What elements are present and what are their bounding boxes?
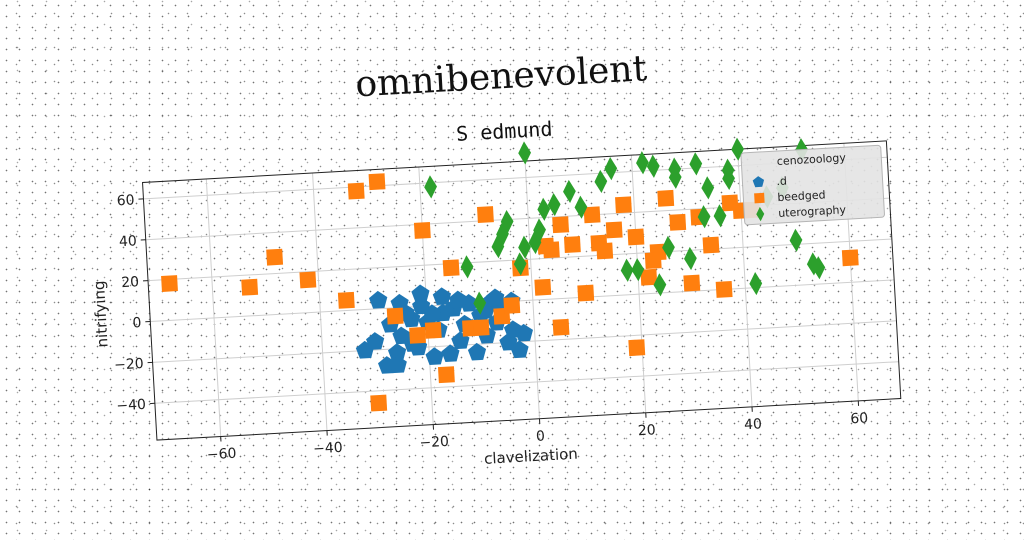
y-tick-label: 0 bbox=[132, 315, 142, 331]
series-1 bbox=[352, 278, 534, 375]
data-point bbox=[369, 290, 388, 308]
data-point bbox=[645, 252, 662, 269]
data-point bbox=[657, 190, 674, 207]
y-tick-label: 60 bbox=[116, 192, 135, 209]
data-point bbox=[438, 366, 455, 383]
data-point bbox=[564, 236, 581, 253]
x-tick-label: −60 bbox=[207, 446, 237, 464]
data-point bbox=[409, 327, 426, 344]
data-point bbox=[669, 214, 686, 231]
data-point bbox=[606, 222, 623, 239]
data-point bbox=[460, 255, 474, 279]
data-point bbox=[425, 347, 444, 365]
data-point bbox=[424, 175, 438, 199]
x-grid-line bbox=[313, 173, 327, 431]
x-tick-label: 20 bbox=[637, 422, 656, 439]
data-point bbox=[411, 284, 430, 302]
y-grid-line bbox=[155, 362, 899, 404]
data-point bbox=[241, 279, 258, 296]
x-tick-label: 40 bbox=[744, 416, 763, 433]
data-point bbox=[266, 249, 283, 266]
data-point bbox=[425, 322, 442, 339]
data-point bbox=[161, 275, 178, 292]
data-point bbox=[369, 173, 386, 190]
x-tick-label: 0 bbox=[536, 428, 546, 444]
data-point bbox=[473, 319, 490, 336]
data-point bbox=[534, 279, 551, 296]
data-point bbox=[577, 285, 594, 302]
data-point bbox=[414, 222, 431, 239]
data-point bbox=[701, 176, 715, 200]
data-point bbox=[299, 271, 316, 288]
data-point bbox=[703, 237, 720, 254]
data-point bbox=[628, 339, 645, 356]
x-tick-label: −40 bbox=[313, 440, 343, 458]
chart-title: omnibenevolent bbox=[354, 48, 648, 105]
x-axis-label: clavelization bbox=[484, 445, 579, 468]
data-point bbox=[749, 272, 763, 296]
data-point bbox=[370, 395, 387, 412]
data-point bbox=[646, 154, 660, 178]
data-point bbox=[842, 249, 859, 266]
data-point bbox=[477, 206, 494, 223]
data-point bbox=[604, 157, 618, 181]
chart-subtitle: S edmund bbox=[455, 117, 553, 146]
data-point bbox=[789, 228, 803, 252]
x-tick-label: 60 bbox=[850, 410, 869, 427]
legend-label: beedged bbox=[777, 188, 826, 204]
data-point bbox=[338, 292, 355, 309]
data-point bbox=[547, 193, 561, 217]
data-point bbox=[562, 179, 576, 203]
data-point bbox=[591, 235, 608, 252]
legend-label: .d bbox=[776, 175, 787, 189]
y-axis-label: nitrifying bbox=[90, 280, 112, 348]
y-tick-label: −20 bbox=[114, 356, 144, 374]
data-point bbox=[552, 216, 569, 233]
y-tick-label: 40 bbox=[119, 233, 138, 250]
data-point bbox=[503, 297, 520, 314]
x-tick-label: −20 bbox=[419, 434, 449, 452]
legend-marker bbox=[754, 193, 765, 204]
data-point bbox=[683, 275, 700, 292]
data-point bbox=[716, 281, 733, 298]
data-point bbox=[348, 183, 365, 200]
data-point bbox=[387, 308, 404, 325]
x-grid-line bbox=[206, 179, 220, 437]
data-point bbox=[615, 196, 632, 213]
y-tick-label: −40 bbox=[116, 397, 146, 415]
data-point bbox=[443, 259, 460, 276]
data-point bbox=[627, 229, 644, 246]
y-grid-line bbox=[150, 280, 894, 322]
data-point bbox=[689, 152, 703, 176]
y-tick-label: 20 bbox=[121, 274, 140, 291]
data-point bbox=[553, 319, 570, 336]
